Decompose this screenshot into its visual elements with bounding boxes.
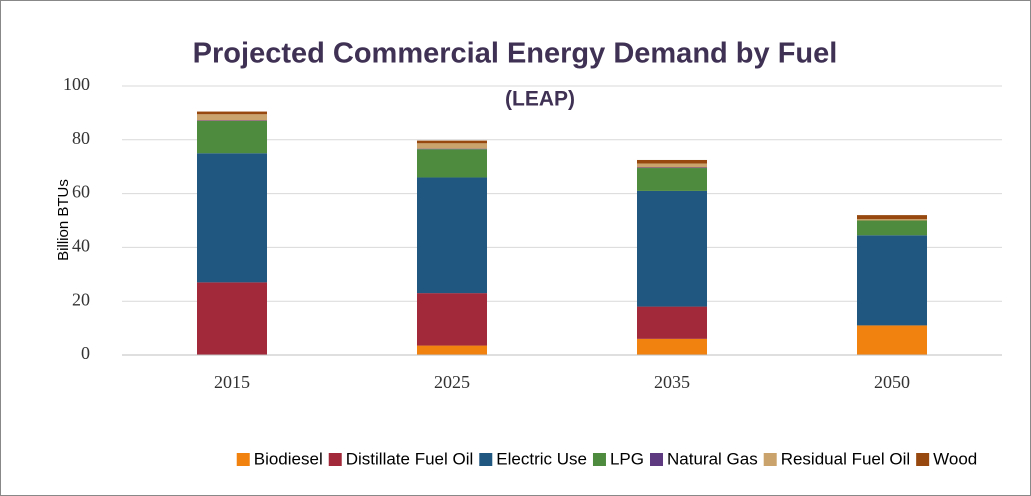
bar-segment — [637, 159, 707, 164]
x-tick-label: 2015 — [214, 372, 250, 392]
bar-segment — [417, 140, 487, 144]
legend-swatch — [592, 453, 606, 466]
bar-segment — [197, 114, 267, 121]
y-tick-label: 0 — [81, 343, 90, 363]
y-tick-label: 80 — [72, 128, 90, 148]
bar-segment — [637, 163, 707, 168]
legend-label: Natural Gas — [667, 449, 758, 468]
bar-segment — [637, 306, 707, 339]
bar-segment — [637, 168, 707, 191]
y-tick-label: 20 — [72, 289, 90, 309]
bar-segment — [857, 220, 927, 236]
bar-segment — [637, 167, 707, 169]
bar-segment — [197, 120, 267, 121]
bar-segment — [197, 153, 267, 283]
legend-swatch — [916, 453, 930, 466]
bar-segment — [417, 177, 487, 294]
bar-segment — [417, 149, 487, 178]
bar-segment — [857, 219, 927, 221]
legend-label: Residual Fuel Oil — [781, 449, 910, 468]
y-tick-label: 60 — [72, 182, 90, 202]
y-tick-label: 40 — [72, 236, 90, 256]
legend-swatch — [479, 453, 493, 466]
x-tick-label: 2025 — [434, 372, 470, 392]
bar-segment — [857, 325, 927, 355]
bar-segment — [637, 338, 707, 355]
bar-segment — [637, 190, 707, 307]
bar-segment — [857, 215, 927, 220]
bar-segment — [197, 120, 267, 154]
legend-label: Electric Use — [496, 449, 587, 468]
chart-title: Projected Commercial Energy Demand by Fu… — [193, 38, 838, 70]
bar-segment — [197, 282, 267, 355]
legend-swatch — [328, 453, 342, 466]
chart-subtitle: (LEAP) — [505, 88, 575, 111]
bar-segment — [417, 345, 487, 355]
x-tick-label: 2035 — [654, 372, 690, 392]
bar-segment — [417, 143, 487, 149]
legend-swatch — [650, 453, 663, 466]
legend-label: Distillate Fuel Oil — [346, 449, 474, 468]
bar-segment — [417, 293, 487, 346]
legend-label: LPG — [610, 449, 644, 468]
bar-segment — [857, 235, 927, 326]
legend-label: Biodiesel — [254, 449, 323, 468]
y-tick-label: 100 — [63, 74, 90, 94]
y-axis-title: Billion BTUs — [55, 179, 72, 261]
legend-swatch — [236, 453, 250, 466]
legend-swatch — [763, 453, 777, 466]
bar-segment — [417, 148, 487, 150]
x-tick-label: 2050 — [874, 372, 910, 392]
legend-label: Wood — [933, 449, 977, 468]
bar-segment — [197, 111, 267, 115]
